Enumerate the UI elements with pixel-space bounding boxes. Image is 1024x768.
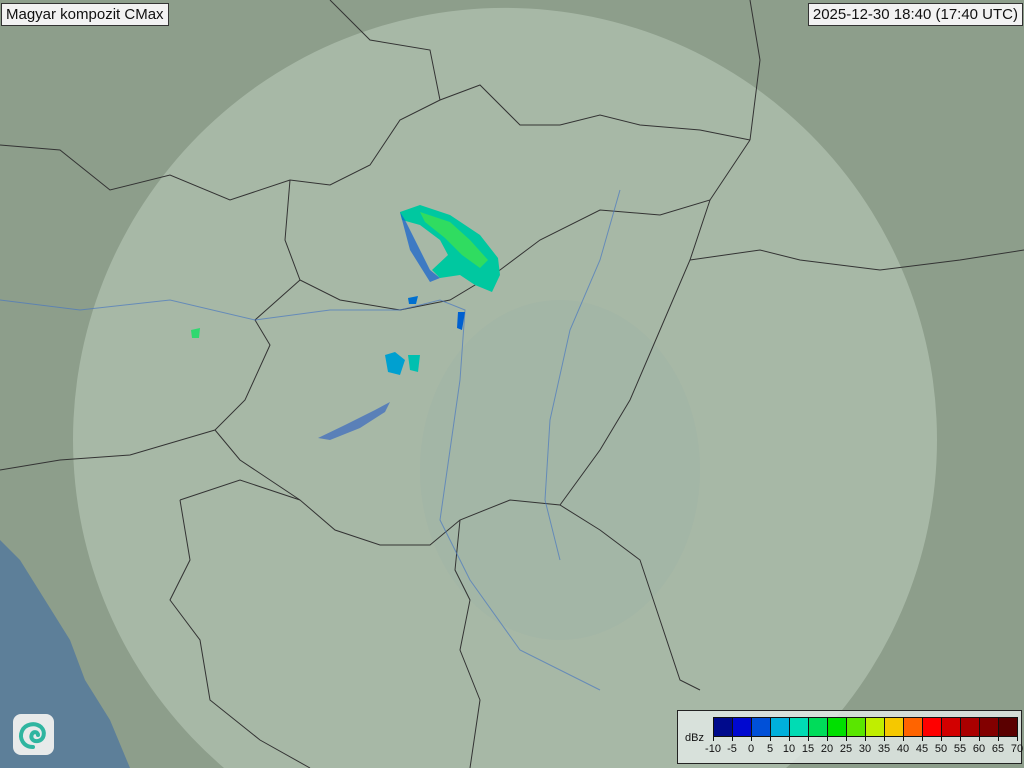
legend-label: 0 (747, 743, 755, 755)
legend-swatch (904, 718, 923, 736)
legend-swatch (790, 718, 809, 736)
legend-swatch (714, 718, 733, 736)
legend-swatch (809, 718, 828, 736)
legend-label: 50 (934, 743, 948, 755)
legend-label: 45 (915, 743, 929, 755)
echo-small-2 (408, 355, 420, 372)
legend-tick (770, 736, 771, 741)
legend-swatch (885, 718, 904, 736)
legend-swatch (923, 718, 942, 736)
legend-tick (808, 736, 809, 741)
legend-unit: dBz (685, 732, 704, 744)
legend-ticks: -10 -5 0 5 10 15 20 25 30 35 40 45 50 55 60 65 70 (705, 736, 1023, 756)
lake-balaton (318, 402, 390, 440)
dbz-color-legend: dBz -10 -5 0 5 10 15 20 25 30 35 40 45 50 55 60 65 70 (677, 710, 1023, 764)
product-title: Magyar kompozit CMax (1, 3, 169, 26)
echo-edge (400, 212, 440, 282)
legend-label: 25 (839, 743, 853, 755)
legend-label: 65 (991, 743, 1005, 755)
legend-tick (979, 736, 980, 741)
echo-small-3 (457, 312, 465, 330)
legend-label: 15 (801, 743, 815, 755)
legend-swatch (980, 718, 999, 736)
rivers (0, 189, 621, 691)
legend-tick (732, 736, 733, 741)
legend-tick (865, 736, 866, 741)
legend-tick (713, 736, 714, 741)
legend-tick (827, 736, 828, 741)
legend-swatch (752, 718, 771, 736)
legend-label: 30 (858, 743, 872, 755)
legend-swatch (733, 718, 752, 736)
legend-tick (884, 736, 885, 741)
legend-label: 35 (877, 743, 891, 755)
legend-swatch (866, 718, 885, 736)
hungarian-plain (420, 300, 700, 640)
legend-label: 70 (1010, 743, 1024, 755)
echo-small-5 (408, 296, 418, 304)
legend-label: -5 (727, 743, 737, 755)
echo-small-1 (385, 352, 405, 375)
adriatic-sea (0, 540, 130, 768)
legend-swatch (828, 718, 847, 736)
radar-echoes (191, 205, 500, 375)
echo-main (400, 205, 500, 292)
timestamp: 2025-12-30 18:40 (17:40 UTC) (807, 3, 1023, 26)
legend-tick (903, 736, 904, 741)
legend-swatch (961, 718, 980, 736)
legend-label: 5 (766, 743, 774, 755)
legend-tick (1017, 736, 1018, 741)
legend-label: 60 (972, 743, 986, 755)
legend-tick (751, 736, 752, 741)
legend-label: 55 (953, 743, 967, 755)
legend-tick (960, 736, 961, 741)
legend-tick (941, 736, 942, 741)
legend-tick (846, 736, 847, 741)
legend-label: 40 (896, 743, 910, 755)
echo-core (420, 212, 488, 268)
legend-swatch (771, 718, 790, 736)
swirl-logo-icon[interactable] (13, 714, 54, 755)
legend-label: 20 (820, 743, 834, 755)
legend-swatch (999, 718, 1017, 736)
legend-label: 10 (782, 743, 796, 755)
echo-small-4 (191, 328, 200, 338)
legend-swatch (847, 718, 866, 736)
legend-tick (922, 736, 923, 741)
legend-tick (789, 736, 790, 741)
legend-color-bar (713, 717, 1018, 737)
legend-tick (998, 736, 999, 741)
legend-label: -10 (705, 743, 721, 755)
legend-swatch (942, 718, 961, 736)
